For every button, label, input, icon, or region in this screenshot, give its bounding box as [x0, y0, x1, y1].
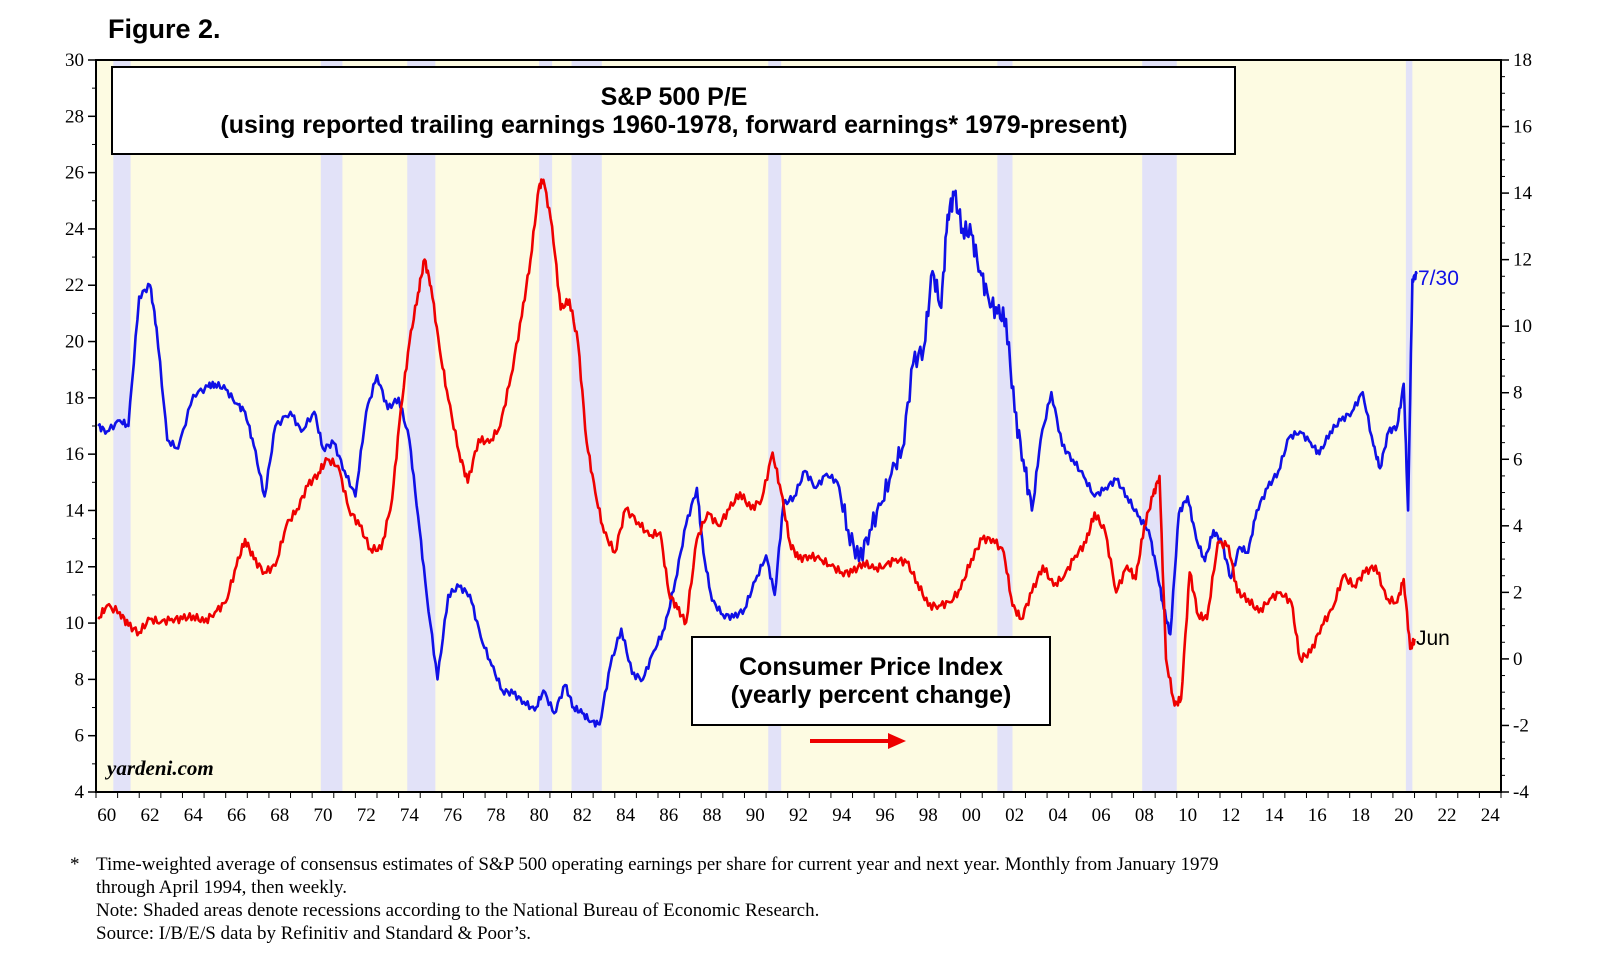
right-tick-label: 6 [1513, 449, 1523, 470]
left-tick-label: 30 [65, 50, 84, 71]
left-tick-label: 12 [65, 557, 84, 578]
source-note: Source: I/B/E/S data by Refinitiv and St… [96, 923, 532, 944]
cpi-end-label: Jun [1416, 627, 1450, 650]
cpi-label-line2: (yearly percent change) [731, 681, 1012, 709]
left-tick-label: 22 [65, 275, 84, 296]
right-tick-label: 16 [1513, 117, 1532, 138]
footnotes: * Time-weighted average of consensus est… [70, 853, 1218, 945]
x-tick-label: 82 [573, 805, 592, 826]
x-tick-label: 60 [97, 805, 116, 826]
recession-band-5 [768, 60, 782, 792]
x-tick-label: 86 [659, 805, 678, 826]
x-tick-label: 10 [1178, 805, 1197, 826]
right-tick-label: 2 [1513, 582, 1523, 603]
footnote-line2: through April 1994, then weekly. [96, 877, 348, 898]
x-tick-label: 08 [1135, 805, 1154, 826]
watermark: yardeni.com [104, 756, 214, 780]
series-line-cpi [97, 178, 1416, 707]
recession-band-3 [539, 60, 553, 792]
x-tick-label: 68 [270, 805, 289, 826]
recession-note: Note: Shaded areas denote recessions acc… [96, 900, 820, 921]
x-tick-label: 02 [1005, 805, 1024, 826]
left-tick-label: 6 [75, 726, 85, 747]
x-tick-label: 06 [1092, 805, 1111, 826]
x-tick-label: 14 [1265, 805, 1285, 826]
x-tick-label: 18 [1351, 805, 1370, 826]
x-tick-label: 94 [832, 805, 852, 826]
recession-band-2 [407, 60, 436, 792]
x-tick-label: 64 [184, 805, 204, 826]
left-tick-label: 26 [65, 163, 84, 184]
right-tick-label: 14 [1513, 183, 1533, 204]
x-tick-label: 00 [962, 805, 981, 826]
x-tick-label: 96 [875, 805, 894, 826]
axes-ticks: 4681012141618202224262830-4-202468101214… [65, 50, 1533, 826]
x-tick-label: 80 [530, 805, 549, 826]
left-tick-label: 24 [65, 219, 85, 240]
series-lines [97, 178, 1418, 728]
left-tick-label: 16 [65, 444, 84, 465]
chart-subtitle: (using reported trailing earnings 1960-1… [220, 111, 1127, 139]
cpi-label-line1: Consumer Price Index [739, 653, 1003, 681]
left-tick-label: 28 [65, 106, 84, 127]
recession-band-1 [320, 60, 343, 792]
chart-title: S&P 500 P/E [601, 83, 748, 111]
plot-frame [95, 59, 1502, 793]
x-tick-label: 24 [1481, 805, 1501, 826]
title-box: S&P 500 P/E (using reported trailing ear… [111, 66, 1236, 155]
figure-label: Figure 2. [108, 14, 221, 44]
cpi-label-box: Consumer Price Index (yearly percent cha… [691, 636, 1051, 726]
right-tick-label: 4 [1513, 516, 1523, 537]
x-tick-label: 12 [1221, 805, 1240, 826]
x-tick-label: 88 [703, 805, 722, 826]
right-tick-label: 12 [1513, 250, 1532, 271]
left-tick-label: 18 [65, 388, 84, 409]
recession-band-7 [1142, 60, 1177, 792]
x-tick-label: 72 [357, 805, 376, 826]
x-tick-label: 78 [486, 805, 505, 826]
x-tick-label: 70 [313, 805, 332, 826]
right-tick-label: 8 [1513, 383, 1523, 404]
x-tick-label: 84 [616, 805, 636, 826]
x-tick-label: 04 [1048, 805, 1068, 826]
recession-band-6 [997, 60, 1013, 792]
pe-end-label: 7/30 [1418, 267, 1459, 290]
x-tick-label: 98 [919, 805, 938, 826]
right-tick-label: 18 [1513, 50, 1532, 71]
right-tick-label: -2 [1513, 715, 1529, 736]
right-tick-label: 10 [1513, 316, 1532, 337]
left-tick-label: 20 [65, 332, 84, 353]
left-tick-label: 4 [75, 782, 85, 803]
x-tick-label: 20 [1394, 805, 1413, 826]
x-tick-label: 90 [746, 805, 765, 826]
left-tick-label: 14 [65, 500, 85, 521]
right-tick-label: 0 [1513, 649, 1523, 670]
footnote-line1: Time-weighted average of consensus estim… [96, 854, 1219, 875]
x-tick-label: 22 [1437, 805, 1456, 826]
x-tick-label: 66 [227, 805, 246, 826]
left-tick-label: 10 [65, 613, 84, 634]
x-tick-label: 92 [789, 805, 808, 826]
x-tick-label: 62 [141, 805, 160, 826]
x-tick-label: 76 [443, 805, 462, 826]
recession-bands [113, 60, 1413, 792]
x-tick-label: 74 [400, 805, 420, 826]
asterisk-mark: * [70, 854, 80, 875]
left-tick-label: 8 [75, 669, 85, 690]
right-axis-arrow [810, 733, 906, 749]
x-tick-label: 16 [1308, 805, 1327, 826]
recession-band-4 [571, 60, 602, 792]
right-tick-label: -4 [1513, 782, 1529, 803]
pe-cpi-chart: 4681012141618202224262830-4-202468101214… [65, 50, 1533, 826]
